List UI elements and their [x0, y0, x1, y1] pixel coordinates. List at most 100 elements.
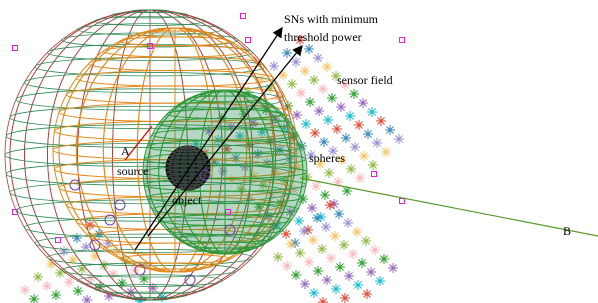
- sensor-node: [324, 168, 334, 178]
- sensor-node: [385, 125, 395, 135]
- sensor-node: [300, 279, 310, 289]
- sensor-node: [346, 164, 356, 174]
- sensor-node: [363, 129, 373, 139]
- sensor-node: [307, 203, 317, 213]
- sensor-node: [82, 295, 92, 303]
- sensor-node: [331, 284, 341, 294]
- sensor-node: [367, 107, 377, 117]
- sensor-node: [341, 133, 351, 143]
- node-ring: [115, 200, 125, 210]
- sensor-node: [309, 75, 319, 85]
- sensor-node: [349, 89, 359, 99]
- sensor-node: [353, 280, 363, 290]
- path-line: [300, 178, 598, 236]
- sensor-node: [33, 272, 43, 282]
- sensor-node: [359, 151, 369, 161]
- sensor-node: [335, 262, 345, 272]
- sensor-node: [370, 245, 380, 255]
- sensor-node: [64, 277, 74, 287]
- sensor-node: [322, 275, 332, 285]
- sensor-node: [343, 218, 353, 228]
- annotation: source: [117, 164, 148, 178]
- sensor-node: [308, 235, 318, 245]
- sensor-node: [327, 93, 337, 103]
- sensor-node: [311, 181, 321, 191]
- sensor-node: [313, 266, 323, 276]
- sensor-node: [321, 222, 331, 232]
- sensor-node: [332, 124, 342, 134]
- sensor-node: [368, 160, 378, 170]
- sensor-node: [326, 253, 336, 263]
- sensor-node: [294, 216, 304, 226]
- sensor-node: [375, 276, 385, 286]
- sensor-node: [317, 244, 327, 254]
- sensor-node: [309, 288, 319, 298]
- sensor-node: [20, 285, 30, 295]
- annotation: spheres: [309, 151, 345, 165]
- annotation: sensor field: [337, 73, 393, 87]
- sensor-node: [273, 252, 283, 262]
- sensor-node: [322, 62, 332, 72]
- sensor-node: [51, 290, 61, 300]
- sensor-node: [90, 251, 100, 261]
- marker-square: [241, 14, 246, 19]
- sensor-node: [29, 294, 39, 303]
- sensor-node: [352, 227, 362, 237]
- sensor-node: [295, 248, 305, 258]
- sensor-node: [108, 269, 118, 279]
- sensor-node: [282, 261, 292, 271]
- sensor-node: [376, 116, 386, 126]
- sensor-node: [350, 142, 360, 152]
- annotation: threshold power: [284, 30, 362, 44]
- sensor-node: [312, 213, 322, 223]
- sensor-node: [354, 120, 364, 130]
- sensor-node: [313, 53, 323, 63]
- sensor-node: [319, 137, 329, 147]
- sensor-node: [282, 48, 292, 58]
- sensor-node: [361, 236, 371, 246]
- sensor-node: [73, 286, 83, 296]
- sensor-node: [310, 128, 320, 138]
- node-ring: [70, 180, 80, 190]
- sensor-node: [355, 173, 365, 183]
- sensor-node: [305, 97, 315, 107]
- sensor-node: [345, 111, 355, 121]
- sensor-node: [334, 209, 344, 219]
- sensor-node: [379, 254, 389, 264]
- sensor-node: [139, 274, 149, 284]
- sensor-node: [72, 233, 82, 243]
- sensor-node: [318, 84, 328, 94]
- marker-square: [400, 199, 405, 204]
- sensor-node: [299, 226, 309, 236]
- sensor-node: [86, 273, 96, 283]
- sensor-node: [381, 147, 391, 157]
- marker-square: [13, 46, 18, 51]
- marker-square: [372, 172, 377, 177]
- sensor-node: [336, 102, 346, 112]
- sensor-node: [362, 289, 372, 299]
- annotation: B: [563, 224, 571, 238]
- sensor-node: [358, 98, 368, 108]
- annotation: A: [121, 144, 130, 158]
- sensor-node: [372, 138, 382, 148]
- sensor-node: [325, 200, 335, 210]
- sensor-node: [388, 263, 398, 273]
- sensor-node: [269, 61, 279, 71]
- sensor-node: [314, 106, 324, 116]
- annotation: SNs with minimum: [284, 12, 379, 26]
- sensor-node: [304, 257, 314, 267]
- marker-square: [246, 38, 251, 43]
- sensor-node: [286, 239, 296, 249]
- sensor-node: [348, 249, 358, 259]
- sensor-node: [339, 240, 349, 250]
- sensor-node: [42, 281, 52, 291]
- node-ring: [105, 215, 115, 225]
- sensor-node: [323, 115, 333, 125]
- sensor-node: [304, 44, 314, 54]
- sensor-node: [366, 267, 376, 277]
- sensor-node: [300, 66, 310, 76]
- sensor-node: [394, 134, 404, 144]
- annotation: object: [172, 193, 202, 207]
- sensor-node: [94, 229, 104, 239]
- sensor-node: [287, 79, 297, 89]
